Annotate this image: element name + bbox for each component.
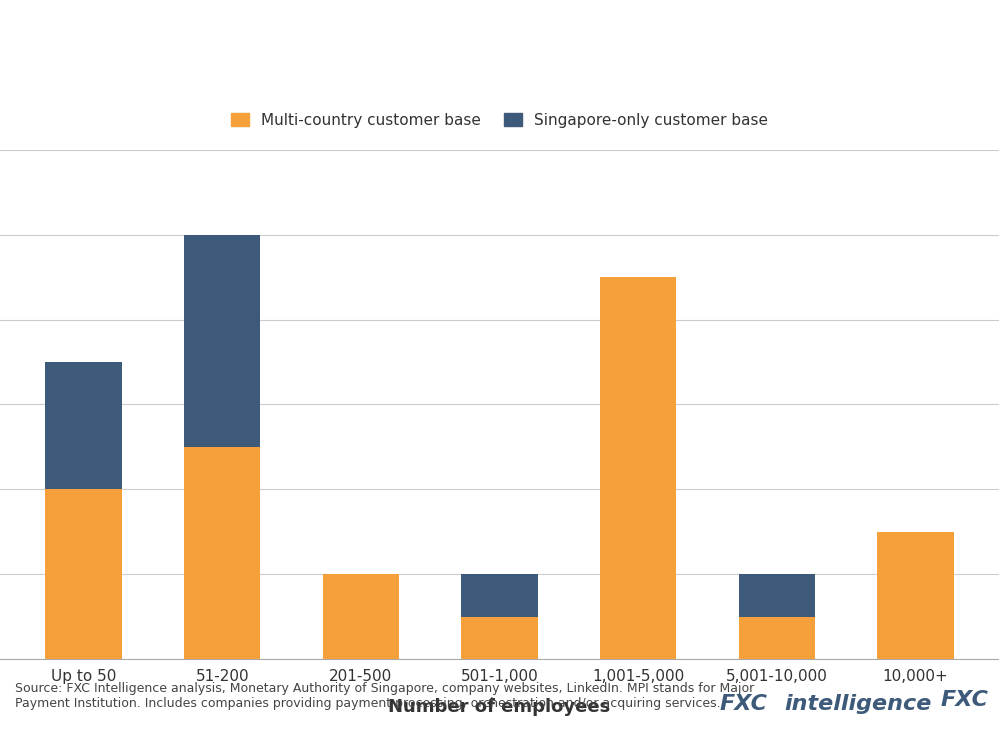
Text: Payment processors with Singapore MPI licenses by size: Payment processors with Singapore MPI li… [15, 31, 986, 59]
Bar [462, 616, 537, 659]
Bar [184, 447, 261, 659]
Text: intelligence: intelligence [784, 694, 932, 714]
Bar [738, 616, 815, 659]
Bar [877, 532, 954, 659]
Bar [184, 234, 261, 447]
Bar [323, 574, 399, 659]
Bar [738, 574, 815, 616]
Text: Among companies with multi-country and Singapore-only customer bases: Among companies with multi-country and S… [15, 103, 788, 122]
Bar [462, 574, 537, 616]
X-axis label: Number of employees: Number of employees [389, 698, 610, 716]
Text: FXC: FXC [941, 690, 989, 709]
Text: Source: FXC Intelligence analysis, Monetary Authority of Singapore, company webs: Source: FXC Intelligence analysis, Monet… [15, 682, 754, 709]
Text: FXC: FXC [719, 694, 767, 714]
Bar [600, 277, 676, 659]
Bar [45, 489, 122, 659]
Bar [45, 362, 122, 489]
Legend: Multi-country customer base, Singapore-only customer base: Multi-country customer base, Singapore-o… [225, 106, 774, 134]
